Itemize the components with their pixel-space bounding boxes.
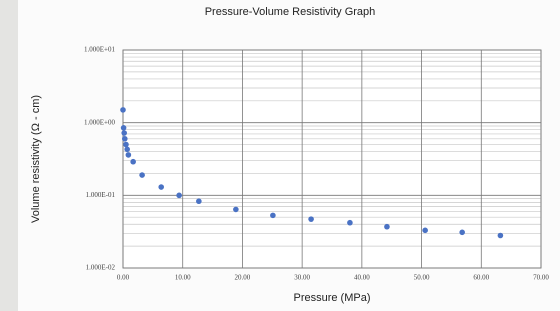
x-tick-label: 60.00 (473, 274, 489, 282)
plot-area (123, 50, 541, 268)
data-point (121, 130, 127, 136)
chart: Pressure-Volume Resistivity Graph Pressu… (0, 0, 560, 311)
data-point (422, 228, 428, 234)
data-point (498, 233, 504, 239)
x-tick-label: 50.00 (414, 274, 430, 282)
data-point (384, 224, 390, 230)
data-point (139, 172, 145, 178)
data-point (124, 147, 130, 153)
data-point (122, 136, 128, 142)
data-point (459, 229, 465, 235)
y-tick-label: 1.000E-01 (86, 191, 116, 199)
y-tick-label: 1.000E+00 (84, 118, 115, 126)
x-tick-label: 10.00 (175, 274, 191, 282)
data-point (270, 213, 276, 219)
data-point (158, 184, 164, 190)
data-point (130, 159, 136, 165)
x-axis-label: Pressure (MPa) (293, 292, 370, 304)
data-point (308, 216, 314, 222)
data-point (121, 125, 127, 131)
data-point (176, 193, 182, 199)
data-point (120, 107, 126, 113)
data-point (233, 207, 239, 213)
y-tick-label: 1.000E+01 (84, 46, 115, 54)
y-axis-label: Volume resistivity (Ω - cm) (30, 95, 42, 223)
y-tick-label: 1.000E-02 (86, 264, 116, 272)
chart-title: Pressure-Volume Resistivity Graph (205, 6, 376, 18)
x-tick-label: 0.00 (117, 274, 130, 282)
page: Pressure-Volume Resistivity Graph Pressu… (0, 0, 560, 311)
data-point (123, 142, 129, 148)
data-point (196, 198, 202, 204)
x-tick-label: 30.00 (294, 274, 310, 282)
data-point (126, 152, 132, 158)
x-tick-label: 70.00 (533, 274, 549, 282)
x-tick-label: 20.00 (235, 274, 251, 282)
data-point (347, 220, 353, 226)
x-tick-label: 40.00 (354, 274, 370, 282)
